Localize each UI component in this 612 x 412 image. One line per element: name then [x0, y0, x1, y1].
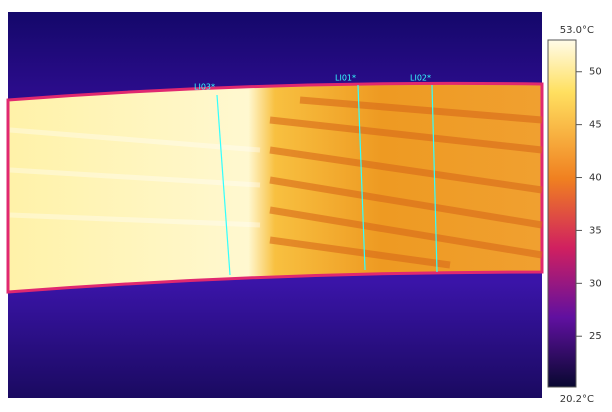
tick-label: 50 — [589, 67, 602, 78]
screen: LI03* LI01* LI02* 53.0°C 20.2°C 50 45 40 35… — [0, 0, 612, 412]
colorbar-min: 20.2°C — [560, 394, 594, 405]
line-label: LI03* — [194, 83, 215, 92]
colorbar — [548, 40, 576, 387]
tick-label: 40 — [589, 173, 602, 184]
tick-label: 25 — [589, 331, 602, 342]
line-label: LI02* — [410, 74, 431, 83]
page: {"image": {"lines": [{"label": "LI03*"},… — [0, 0, 612, 412]
tick-label: 45 — [589, 120, 602, 131]
line-label: LI01* — [335, 74, 356, 83]
tick-label: 30 — [589, 278, 602, 289]
colorbar-max: 53.0°C — [560, 25, 594, 36]
tick-label: 35 — [589, 225, 602, 236]
colorbar-ticks: 50 45 40 35 30 25 — [576, 67, 602, 342]
